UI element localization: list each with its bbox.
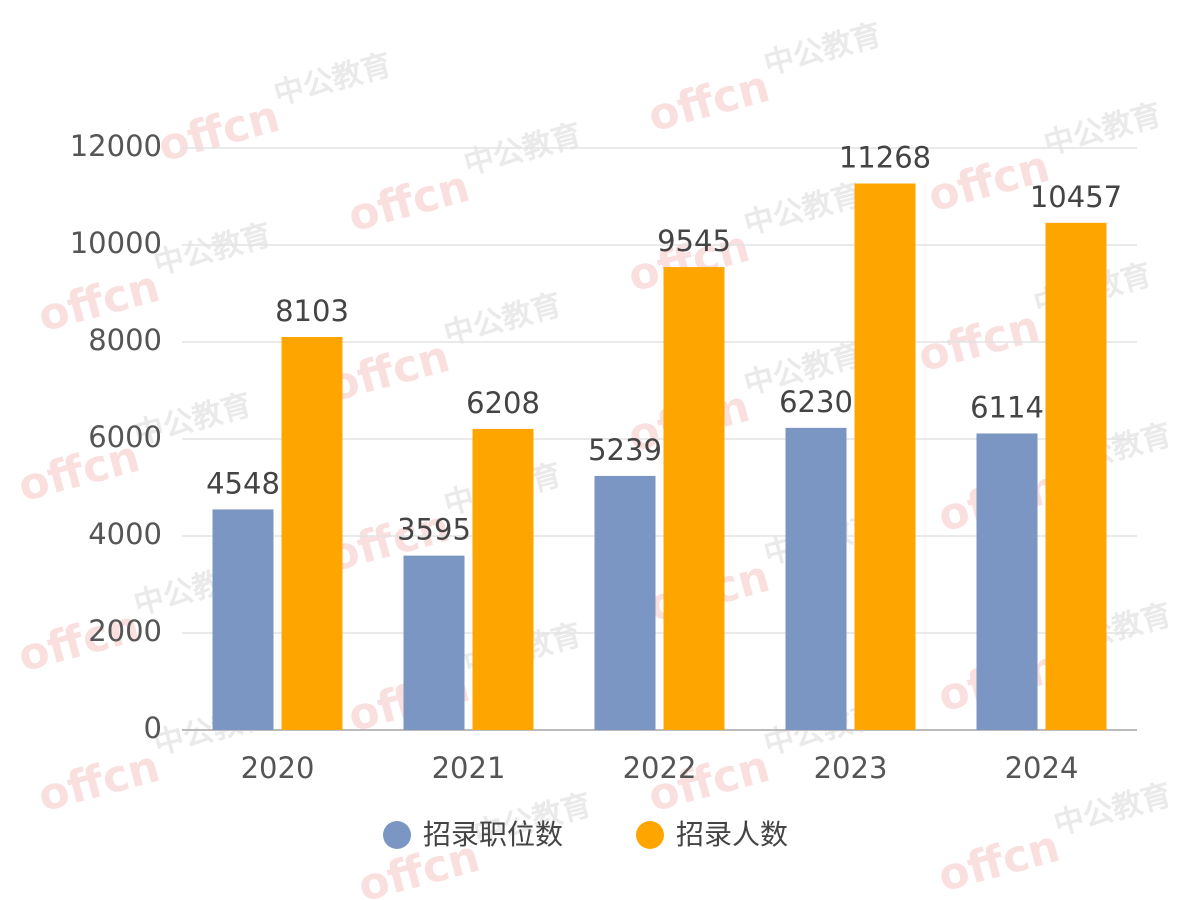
value-label: 5239 <box>588 433 662 467</box>
y-tick-label: 2000 <box>88 614 162 648</box>
x-tick-label: 2021 <box>432 751 506 785</box>
bar <box>472 428 534 730</box>
bar <box>281 337 343 730</box>
plot: 0 2000 4000 6000 8000 10000 12000 2020 4548 8103 2… <box>70 129 1137 851</box>
bar <box>785 427 847 730</box>
x-tick-label: 2022 <box>623 751 697 785</box>
value-label: 4548 <box>206 466 280 500</box>
value-label: 8103 <box>275 294 349 328</box>
watermark-brand: offcn <box>343 161 475 242</box>
value-label: 10457 <box>1030 180 1122 214</box>
legend-label: 招录人数 <box>676 818 788 851</box>
bar <box>403 555 465 730</box>
watermark-brand: offcn <box>33 741 165 822</box>
legend-label: 招录职位数 <box>423 818 563 851</box>
value-label: 11268 <box>839 141 931 175</box>
watermark-name: 中公教育 <box>1040 97 1165 162</box>
legend-marker <box>383 821 411 849</box>
watermark-brand: offcn <box>933 821 1065 900</box>
y-tick-label: 0 <box>144 711 162 745</box>
legend-marker <box>636 821 664 849</box>
y-tick-label: 10000 <box>70 226 162 260</box>
watermark-name: 中公教育 <box>460 117 585 182</box>
bar <box>976 433 1038 730</box>
y-tick-label: 6000 <box>88 420 162 454</box>
x-tick-label: 2024 <box>1005 751 1079 785</box>
value-label: 6208 <box>466 386 540 420</box>
watermark-brand: offcn <box>153 91 285 172</box>
bar <box>212 509 274 730</box>
watermark-name: 中公教育 <box>1050 777 1175 842</box>
bar <box>663 267 725 730</box>
y-tick-label: 4000 <box>88 517 162 551</box>
value-label: 9545 <box>657 224 731 258</box>
watermark-brand: offcn <box>643 61 775 142</box>
y-tick-label: 12000 <box>70 129 162 163</box>
watermark-name: 中公教育 <box>760 17 885 82</box>
x-tick-label: 2020 <box>241 751 315 785</box>
x-tick-label: 2023 <box>814 751 888 785</box>
bar <box>854 183 916 730</box>
value-label: 6114 <box>970 390 1044 424</box>
watermark-brand: offcn <box>323 331 455 412</box>
value-label: 6230 <box>779 385 853 419</box>
y-tick-label: 8000 <box>88 323 162 357</box>
value-label: 3595 <box>397 513 471 547</box>
bar <box>594 475 656 730</box>
watermark-name: 中公教育 <box>270 47 395 112</box>
watermark-name: 中公教育 <box>150 217 275 282</box>
bar <box>1045 222 1107 730</box>
watermark-name: 中公教育 <box>740 177 865 242</box>
